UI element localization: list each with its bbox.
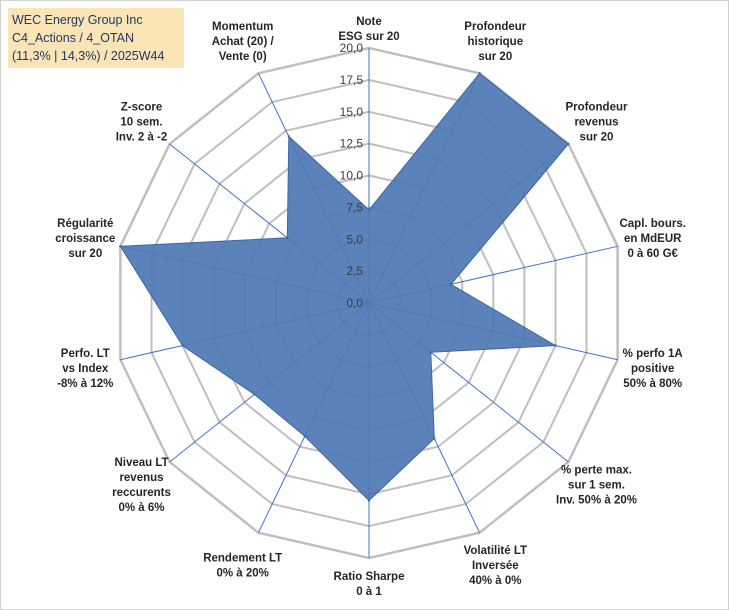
axis-label-line: Volatilité LT (464, 545, 527, 557)
tick-label: 2,5 (346, 264, 363, 278)
data-point-2 (478, 72, 481, 75)
tick-label: 10,0 (340, 169, 364, 183)
data-point-3 (567, 142, 570, 146)
axis-label-line: 0 à 1 (356, 586, 382, 598)
data-point-6 (429, 351, 432, 354)
axis-label-3: Profondeur revenus sur 20 (566, 102, 628, 144)
data-point-8 (367, 499, 371, 502)
title-category: C4_Actions / 4_OTAN (12, 31, 135, 45)
axis-label-line: reccurents (112, 487, 171, 499)
axis-label-line: sur 20 (68, 248, 102, 260)
axis-label-line: Profondeur (566, 102, 628, 114)
axis-label-line: Perfo. LT (61, 348, 110, 360)
axis-label-line: Inversée (472, 560, 519, 572)
axis-label-line: Ratio Sharpe (334, 571, 405, 583)
axis-label-line: positive (631, 363, 674, 375)
axis-label-line: Capl. bours. (619, 218, 685, 230)
axis-label-line: 0% à 20% (216, 568, 268, 580)
data-point-5 (554, 344, 557, 347)
axis-label-line: Note (356, 16, 382, 28)
axis-label-line: revenus (119, 472, 163, 484)
axis-label-line: historique (468, 36, 524, 48)
tick-label: 15,0 (340, 105, 364, 119)
data-point-4 (449, 283, 453, 286)
axis-label-line: vs Index (62, 363, 109, 375)
data-point-14 (287, 135, 290, 138)
axis-label-14: Momentum Achat (20) / Vente (0) (212, 21, 275, 63)
data-point-12 (119, 245, 122, 248)
axis-label-line: Vente (0) (219, 51, 267, 63)
title-company: WEC Energy Group Inc (12, 13, 143, 27)
tick-label: 17,5 (340, 73, 364, 87)
axis-label-line: revenus (574, 117, 618, 129)
tick-label: 0,0 (346, 296, 363, 310)
axis-label-line: Z-score (121, 102, 163, 114)
axis-label-1: Note ESG sur 20 (338, 16, 399, 43)
data-point-13 (286, 236, 289, 239)
axis-label-line: Rendement LT (203, 553, 282, 565)
axis-label-6: % perte max. sur 1 sem. Inv. 50% à 20% (556, 464, 637, 506)
axis-label-5: % perfo 1A positive 50% à 80% (623, 348, 683, 390)
axis-label-line: Niveau LT (114, 457, 168, 469)
axis-label-line: % perfo 1A (623, 348, 683, 360)
axis-label-13: Z-score 10 sem. Inv. 2 à -2 (116, 102, 168, 144)
axis-label-line: sur 1 sem. (568, 479, 625, 491)
radar-series (119, 72, 570, 502)
data-point-11 (181, 344, 184, 347)
axis-label-2: Profondeur historique sur 20 (464, 21, 526, 63)
radar-tick-labels: 0,0 2,5 5,0 7,5 10,0 12,5 15,0 17,5 20,0 (340, 41, 364, 310)
axis-label-line: % perte max. (561, 464, 632, 476)
axis-label-line: sur 20 (478, 51, 512, 63)
data-point-1 (367, 208, 371, 212)
axis-label-8: Ratio Sharpe 0 à 1 (334, 571, 405, 598)
radar-axis-labels: Note ESG sur 20 Profondeur historique sur 20… (55, 16, 686, 598)
axis-label-line: 50% à 80% (623, 378, 682, 390)
axis-label-10: Niveau LT revenus reccurents 0% à 6% (112, 457, 171, 514)
tick-label: 12,5 (340, 137, 364, 151)
axis-label-line: Momentum (212, 21, 273, 33)
axis-label-line: croissance (55, 233, 115, 245)
axis-label-4: Capl. bours. en MdEUR 0 à 60 G€ (619, 218, 685, 260)
axis-label-line: 0 à 60 G€ (627, 248, 678, 260)
axis-label-11: Perfo. LT vs Index -8% à 12% (57, 348, 113, 390)
title-stats: (11,3% | 14,3%) / 2025W44 (12, 49, 165, 63)
axis-label-line: Achat (20) / (212, 36, 275, 48)
axis-label-9: Rendement LT 0% à 20% (203, 553, 282, 580)
axis-label-line: Inv. 50% à 20% (556, 494, 637, 506)
axis-label-12: Régularité croissance sur 20 (55, 218, 115, 260)
axis-label-line: ESG sur 20 (338, 31, 399, 43)
axis-label-line: 0% à 6% (118, 502, 164, 514)
tick-label: 20,0 (340, 41, 364, 55)
axis-label-line: Profondeur (464, 21, 526, 33)
tick-label: 5,0 (346, 232, 363, 246)
axis-label-line: en MdEUR (624, 233, 682, 245)
data-point-10 (253, 393, 256, 396)
axis-label-line: 10 sem. (120, 117, 162, 129)
axis-label-line: -8% à 12% (57, 378, 113, 390)
axis-label-7: Volatilité LT Inversée 40% à 0% (464, 545, 527, 587)
axis-label-line: Régularité (57, 218, 113, 230)
data-point-9 (303, 435, 306, 438)
tick-label: 7,5 (346, 200, 363, 214)
data-point-7 (433, 437, 436, 440)
axis-label-line: Inv. 2 à -2 (116, 132, 168, 144)
title-box: WEC Energy Group Inc C4_Actions / 4_OTAN… (8, 8, 184, 68)
axis-label-line: 40% à 0% (469, 575, 521, 587)
axis-label-line: sur 20 (580, 132, 614, 144)
